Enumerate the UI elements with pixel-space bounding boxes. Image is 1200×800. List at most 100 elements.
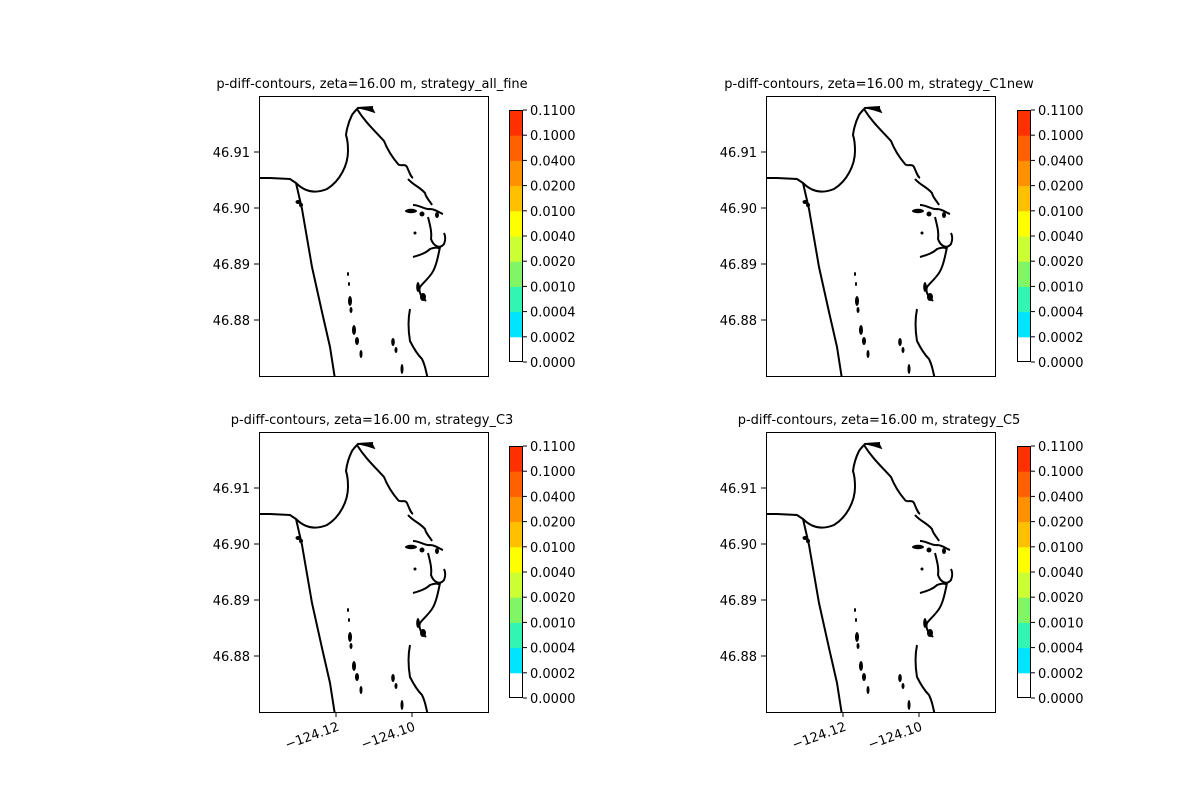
x-tick-label: −124.12 — [790, 720, 848, 753]
x-ticks: −124.12 −124.10 — [790, 712, 924, 753]
colorbar-band — [509, 160, 523, 187]
colorbar-band — [509, 572, 523, 598]
colorbar-band — [509, 261, 523, 287]
y-tick-label: 46.88 — [213, 314, 250, 329]
subplot-title: p-diff-contours, zeta=16.00 m, strategy_… — [216, 77, 527, 92]
colorbar-frame — [1017, 446, 1031, 698]
y-tick-label: 46.90 — [213, 202, 250, 217]
colorbar-tick-label: 0.0004 — [530, 306, 576, 321]
colorbar-band — [1017, 597, 1031, 623]
colorbar-band — [509, 647, 523, 674]
colorbar-tick-label: 0.0100 — [1038, 541, 1084, 556]
colorbar-band — [509, 546, 523, 573]
y-tick-label: 46.91 — [720, 146, 757, 161]
colorbar-band — [509, 672, 523, 699]
colorbar: 0.0000 0.0002 0.0004 0.0010 0.0020 0.0040 0.01… — [509, 440, 576, 707]
x-tick-label: −124.10 — [359, 720, 417, 753]
colorbar-frame — [509, 446, 523, 698]
colorbar-tick-label: 0.0040 — [530, 566, 576, 581]
colorbar-band — [1017, 521, 1031, 548]
colorbar-tick-label: 0.0100 — [530, 541, 576, 556]
colorbar-tick-label: 0.1100 — [530, 440, 576, 455]
colorbar-tick-label: 0.0100 — [530, 205, 576, 220]
colorbar-tick-label: 0.0010 — [530, 616, 576, 631]
colorbar-band — [1017, 622, 1031, 649]
colorbar-band — [1017, 210, 1031, 237]
y-ticks: 46.91 46.90 46.89 46.88 — [720, 146, 766, 329]
colorbar-band — [1017, 446, 1031, 472]
colorbar-band — [1017, 135, 1031, 161]
colorbar-band — [509, 110, 523, 136]
x-ticks: −124.12 −124.10 — [283, 712, 417, 753]
colorbar-tick-label: 0.1000 — [530, 465, 576, 480]
subplot-2: p-diff-contours, zeta=16.00 m, strategy_… — [720, 77, 1084, 377]
colorbar-tick-label: 0.0200 — [1038, 516, 1084, 531]
colorbar-band — [509, 311, 523, 338]
colorbar: 0.0000 0.0002 0.0004 0.0010 0.0020 0.0040 0.01… — [1017, 104, 1084, 371]
colorbar: 0.0000 0.0002 0.0004 0.0010 0.0020 0.0040 0.01… — [1017, 440, 1084, 707]
y-ticks: 46.91 46.90 46.89 46.88 — [720, 482, 766, 665]
colorbar-band — [1017, 110, 1031, 136]
colorbar-tick-label: 0.0200 — [530, 180, 576, 195]
colorbar-tick-label: 0.1000 — [1038, 129, 1084, 144]
y-tick-label: 46.88 — [213, 650, 250, 665]
colorbar-band — [1017, 572, 1031, 598]
y-tick-label: 46.91 — [213, 146, 250, 161]
subplot-title: p-diff-contours, zeta=16.00 m, strategy_… — [724, 77, 1034, 92]
colorbar-tick-label: 0.0400 — [1038, 490, 1084, 505]
y-ticks: 46.91 46.90 46.89 46.88 — [213, 482, 259, 665]
colorbar-tick-label: 0.0200 — [530, 516, 576, 531]
colorbar-band — [1017, 336, 1031, 363]
colorbar-tick-label: 0.0010 — [530, 280, 576, 295]
x-tick-label: −124.10 — [866, 720, 924, 753]
colorbar-tick-label: 0.0020 — [1038, 591, 1084, 606]
y-tick-label: 46.90 — [720, 202, 757, 217]
colorbar: 0.0000 0.0002 0.0004 0.0010 0.0020 0.0040 0.01… — [509, 104, 576, 371]
colorbar-frame — [509, 110, 523, 362]
colorbar-tick-label: 0.0200 — [1038, 180, 1084, 195]
colorbar-tick-label: 0.0100 — [1038, 205, 1084, 220]
colorbar-band — [1017, 471, 1031, 497]
colorbar-tick-label: 0.0400 — [1038, 154, 1084, 169]
colorbar-tick-label: 0.0000 — [1038, 692, 1084, 707]
y-tick-label: 46.88 — [720, 650, 757, 665]
colorbar-tick-label: 0.0002 — [1038, 667, 1084, 682]
colorbar-frame — [1017, 110, 1031, 362]
colorbar-tick-label: 0.1000 — [1038, 465, 1084, 480]
colorbar-tick-label: 0.0020 — [530, 591, 576, 606]
colorbar-tick-label: 0.0010 — [1038, 280, 1084, 295]
colorbar-tick-label: 0.1100 — [1038, 104, 1084, 119]
colorbar-band — [509, 471, 523, 497]
colorbar-band — [509, 185, 523, 212]
colorbar-band — [1017, 261, 1031, 287]
colorbar-tick-label: 0.1100 — [1038, 440, 1084, 455]
y-tick-label: 46.89 — [213, 258, 250, 273]
y-tick-label: 46.90 — [213, 538, 250, 553]
colorbar-band — [509, 597, 523, 623]
colorbar-band — [1017, 647, 1031, 674]
subplot-4: p-diff-contours, zeta=16.00 m, strategy_… — [720, 413, 1084, 753]
colorbar-tick-label: 0.1000 — [530, 129, 576, 144]
axes-frame — [259, 96, 489, 377]
y-tick-label: 46.88 — [720, 314, 757, 329]
subplot-title: p-diff-contours, zeta=16.00 m, strategy_… — [231, 413, 514, 428]
colorbar-band — [509, 210, 523, 237]
colorbar-band — [509, 446, 523, 472]
colorbar-band — [1017, 311, 1031, 338]
colorbar-band — [509, 286, 523, 313]
colorbar-band — [509, 135, 523, 161]
colorbar-band — [509, 236, 523, 262]
colorbar-tick-label: 0.0040 — [530, 230, 576, 245]
subplot-1: p-diff-contours, zeta=16.00 m, strategy_… — [213, 77, 576, 377]
colorbar-tick-label: 0.0004 — [530, 642, 576, 657]
colorbar-band — [509, 496, 523, 523]
colorbar-tick-label: 0.0002 — [530, 667, 576, 682]
colorbar-tick-label: 0.0000 — [530, 356, 576, 371]
colorbar-band — [1017, 496, 1031, 523]
subplot-title: p-diff-contours, zeta=16.00 m, strategy_… — [738, 413, 1021, 428]
colorbar-tick-label: 0.0040 — [1038, 230, 1084, 245]
colorbar-band — [1017, 185, 1031, 212]
colorbar-band — [1017, 546, 1031, 573]
colorbar-tick-label: 0.0020 — [1038, 255, 1084, 270]
colorbar-band — [509, 521, 523, 548]
